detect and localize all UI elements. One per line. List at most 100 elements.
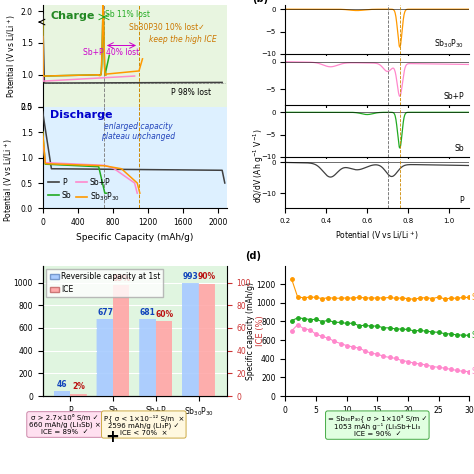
Sb$_{30}$P$_{30}$ [301,295,307,301]
Sb+P [319,334,325,339]
Sb+P [356,345,362,351]
Bar [54,391,70,396]
Bar [70,393,86,396]
Sb+P [393,356,399,361]
Sb [326,318,331,323]
Sb+P [399,358,405,364]
Sb+P [454,367,460,373]
Sb$_{30}$P$_{30}$ [466,295,472,301]
Line: Sb: Sb [290,316,471,337]
Sb+P [411,360,417,366]
Text: P: P [459,196,464,205]
Sb$_{30}$P$_{30}$ [289,276,294,282]
Sb+P [368,350,374,356]
Sb+P [418,361,423,367]
Sb$_{30}$P$_{30}$ [442,296,447,301]
Sb$_{30}$P$_{30}$ [460,295,466,301]
Sb$_{30}$P$_{30}$ [326,295,331,301]
Sb [289,318,294,324]
Text: Sb: Sb [454,144,464,153]
Text: Sb: Sb [471,331,474,340]
Text: Sb30P30 10% lost✓: Sb30P30 10% lost✓ [129,23,205,32]
Y-axis label: Potential (V vs Li/Li$^+$): Potential (V vs Li/Li$^+$) [5,14,18,98]
Bar [182,283,198,396]
Sb [337,319,343,325]
Sb [313,317,319,322]
Bar [97,319,113,396]
Sb [374,323,380,329]
Text: dQ/dV (Ah g$^{-1}$ V$^{-1}$): dQ/dV (Ah g$^{-1}$ V$^{-1}$) [251,128,265,203]
Sb+P [460,368,466,374]
Sb$_{30}$P$_{30}$ [350,295,356,301]
Text: 993: 993 [183,272,199,281]
Text: 46: 46 [57,380,68,389]
Sb [307,317,313,322]
Sb$_{30}$P$_{30}$ [381,295,386,301]
Sb$_{30}$P$_{30}$ [368,295,374,301]
Text: Sb+P: Sb+P [443,92,464,101]
Sb [387,325,392,331]
Sb [356,323,362,328]
Line: Sb+P: Sb+P [290,323,471,374]
Sb$_{30}$P$_{30}$ [399,295,405,301]
Sb [454,332,460,338]
Sb [429,329,435,335]
Sb$_{30}$P$_{30}$ [295,294,301,300]
Bar [139,319,155,396]
Sb$_{30}$P$_{30}$ [429,296,435,301]
Text: +: + [106,428,119,446]
Text: (b): (b) [252,0,268,4]
Text: 2%: 2% [72,383,85,392]
Text: enlarged capacity
plateau unchanged: enlarged capacity plateau unchanged [101,122,175,141]
Text: 681: 681 [140,308,156,317]
Bar [54,391,70,396]
Sb [466,333,472,338]
Sb+P [381,354,386,359]
Sb$_{30}$P$_{30}$ [393,295,399,301]
Y-axis label: Specific capacity (mAh/g): Specific capacity (mAh/g) [246,282,255,380]
Text: Sb$_{30}$P$_{30}$: Sb$_{30}$P$_{30}$ [471,291,474,304]
Text: P 98% lost: P 98% lost [172,88,211,97]
Sb$_{30}$P$_{30}$ [337,295,343,301]
Sb$_{30}$P$_{30}$ [374,295,380,301]
Text: σ > 2.7×10⁶ S/m ✓
660 mAh/g (Li₃Sb) ×
ICE = 89%  ✓: σ > 2.7×10⁶ S/m ✓ 660 mAh/g (Li₃Sb) × IC… [29,414,100,435]
Sb [448,331,454,337]
Sb+P [423,362,429,368]
Sb [418,328,423,333]
Sb$_{30}$P$_{30}$ [344,295,349,301]
Bar [70,393,86,396]
Y-axis label: ICE (%): ICE (%) [256,316,265,346]
Text: P{ σ < 1×10⁻¹² S/m  ×
2596 mAh/g (Li₃P) ✓
ICE < 70%  ×: P{ σ < 1×10⁻¹² S/m × 2596 mAh/g (Li₃P) ✓… [104,414,184,436]
X-axis label: Cycle Number: Cycle Number [345,420,410,429]
Text: 60%: 60% [155,310,173,319]
Legend: P, Sb, Sb+P, Sb$_{30}$P$_{30}$: P, Sb, Sb+P, Sb$_{30}$P$_{30}$ [46,176,121,205]
Bar [54,391,71,396]
Bar [155,321,172,396]
Sb [423,328,429,334]
Sb [362,323,368,328]
Text: = Sb₃₀P₃₀{ σ > 1×10³ S/m ✓
1053 mAh g⁻¹ (Li₃Sb+Li₃
ICE = 90%  ✓: = Sb₃₀P₃₀{ σ > 1×10³ S/m ✓ 1053 mAh g⁻¹ … [328,414,427,437]
Legend: Reversible capacity at 1st, ICE: Reversible capacity at 1st, ICE [46,269,164,297]
Sb [411,328,417,334]
Sb+P [337,341,343,346]
Sb+P [289,328,294,334]
Sb [332,319,337,325]
Sb [319,319,325,324]
Text: Charge: Charge [50,11,94,21]
Sb+P [442,365,447,371]
Sb$_{30}$P$_{30}$ [362,295,368,301]
Bar [198,284,214,396]
Sb [301,316,307,321]
Text: 89%: 89% [112,273,130,283]
Bar [71,393,87,396]
Sb$_{30}$P$_{30}$ [307,294,313,300]
Sb+P [326,335,331,341]
Text: Sb$_{30}$P$_{30}$: Sb$_{30}$P$_{30}$ [434,37,464,50]
Sb+P [466,369,472,374]
Sb+P [332,338,337,344]
Sb+P [387,355,392,360]
Text: Discharge: Discharge [50,109,112,119]
Sb$_{30}$P$_{30}$ [319,296,325,301]
Sb [344,320,349,326]
Bar [96,319,112,396]
